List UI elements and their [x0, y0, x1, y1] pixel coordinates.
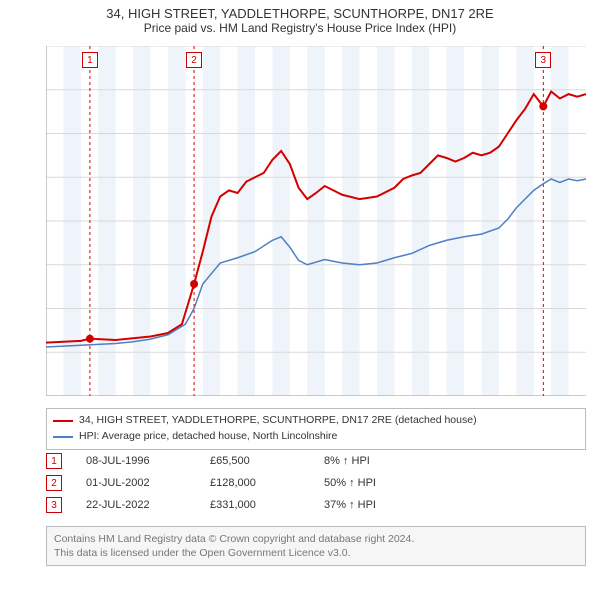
legend-label: HPI: Average price, detached house, Nort… — [79, 429, 337, 445]
legend-label: 34, HIGH STREET, YADDLETHORPE, SCUNTHORP… — [79, 413, 477, 429]
sale-flag: 1 — [82, 52, 98, 68]
sale-price: £65,500 — [210, 455, 300, 467]
chart-title: 34, HIGH STREET, YADDLETHORPE, SCUNTHORP… — [0, 0, 600, 21]
sale-hpi: 37% ↑ HPI — [324, 499, 376, 511]
legend-swatch — [53, 420, 73, 422]
legend-swatch — [53, 436, 73, 438]
legend-row: 34, HIGH STREET, YADDLETHORPE, SCUNTHORP… — [53, 413, 579, 429]
chart-legend: 34, HIGH STREET, YADDLETHORPE, SCUNTHORP… — [46, 408, 586, 450]
attribution-footer: Contains HM Land Registry data © Crown c… — [46, 526, 586, 566]
price-line-chart: £0£50K£100K£150K£200K£250K£300K£350K£400… — [46, 46, 586, 396]
sale-flag: 3 — [535, 52, 551, 68]
sale-row: 3 22-JUL-2022 £331,000 37% ↑ HPI — [46, 494, 586, 516]
legend-row: HPI: Average price, detached house, Nort… — [53, 429, 579, 445]
sale-date: 22-JUL-2022 — [86, 499, 186, 511]
sale-hpi: 8% ↑ HPI — [324, 455, 370, 467]
sale-number-box: 2 — [46, 475, 62, 491]
price-chart-card: { "title": "34, HIGH STREET, YADDLETHORP… — [0, 0, 600, 590]
sale-number-box: 3 — [46, 497, 62, 513]
sale-price: £331,000 — [210, 499, 300, 511]
sale-price: £128,000 — [210, 477, 300, 489]
sale-hpi: 50% ↑ HPI — [324, 477, 376, 489]
sale-date: 01-JUL-2002 — [86, 477, 186, 489]
sale-number-box: 1 — [46, 453, 62, 469]
sale-row: 1 08-JUL-1996 £65,500 8% ↑ HPI — [46, 450, 586, 472]
footer-line: This data is licensed under the Open Gov… — [54, 546, 578, 560]
sale-list: 1 08-JUL-1996 £65,500 8% ↑ HPI2 01-JUL-2… — [46, 450, 586, 516]
sale-flag: 2 — [186, 52, 202, 68]
sale-date: 08-JUL-1996 — [86, 455, 186, 467]
sale-row: 2 01-JUL-2002 £128,000 50% ↑ HPI — [46, 472, 586, 494]
chart-subtitle: Price paid vs. HM Land Registry's House … — [0, 21, 600, 39]
footer-line: Contains HM Land Registry data © Crown c… — [54, 532, 578, 546]
